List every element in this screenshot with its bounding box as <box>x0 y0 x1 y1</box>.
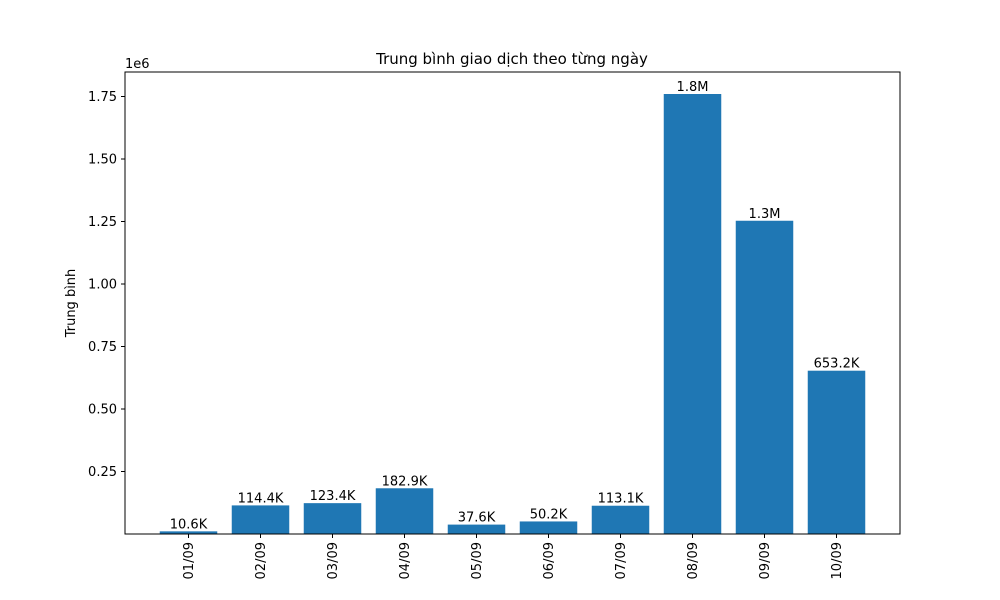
bar-data-label: 113.1K <box>598 492 644 507</box>
x-tick-label: 01/09 <box>182 542 197 579</box>
plot-area-frame <box>124 71 901 535</box>
bar <box>807 370 866 534</box>
bar-data-label: 114.4K <box>238 491 284 506</box>
y-tick-label: 0.50 <box>88 403 117 418</box>
x-axis-ticks: 01/09 02/09 03/09 04/09 05/09 06/09 07/09 08/09… <box>182 534 845 579</box>
y-axis-offset-label: 1e6 <box>125 57 150 72</box>
bar <box>519 521 578 534</box>
bar <box>447 524 506 534</box>
bar-data-label: 1.8M <box>677 80 709 95</box>
x-tick-label: 09/09 <box>758 542 773 579</box>
x-tick-label: 02/09 <box>254 542 269 579</box>
bar <box>159 531 218 534</box>
bar-data-label: 10.6K <box>170 517 208 532</box>
y-tick-label: 1.25 <box>88 215 117 230</box>
bar-data-label: 123.4K <box>310 489 356 504</box>
bar-data-label: 1.3M <box>749 207 781 222</box>
bar <box>591 505 650 534</box>
x-tick-label: 08/09 <box>686 542 701 579</box>
y-tick-label: 1.00 <box>88 278 117 293</box>
bar <box>303 503 362 534</box>
y-axis-label: Trung bình <box>64 269 79 339</box>
y-tick-label: 0.25 <box>88 465 117 480</box>
bar-data-label: 182.9K <box>382 474 428 489</box>
bar <box>735 220 794 534</box>
x-tick-label: 06/09 <box>542 542 557 579</box>
y-tick-label: 1.50 <box>88 153 117 168</box>
y-axis-ticks: 0.25 0.50 0.75 1.00 1.25 1.50 1.75 <box>88 90 125 480</box>
x-tick-label: 05/09 <box>470 542 485 579</box>
bars <box>159 94 866 534</box>
bar-data-labels: 10.6K 114.4K 123.4K 182.9K 37.6K 50.2K 113.1K 1… <box>170 80 860 532</box>
y-tick-label: 0.75 <box>88 340 117 355</box>
x-tick-label: 07/09 <box>614 542 629 579</box>
bar <box>231 505 290 534</box>
x-tick-label: 03/09 <box>326 542 341 579</box>
bar-data-label: 37.6K <box>458 511 496 526</box>
bar <box>375 488 434 534</box>
bar-data-label: 653.2K <box>814 357 860 372</box>
x-tick-label: 10/09 <box>830 542 845 579</box>
chart-title: Trung bình giao dịch theo từng ngày <box>375 50 648 68</box>
x-tick-label: 04/09 <box>398 542 413 579</box>
bar <box>663 94 722 534</box>
bar-data-label: 50.2K <box>530 507 568 522</box>
y-tick-label: 1.75 <box>88 90 117 105</box>
